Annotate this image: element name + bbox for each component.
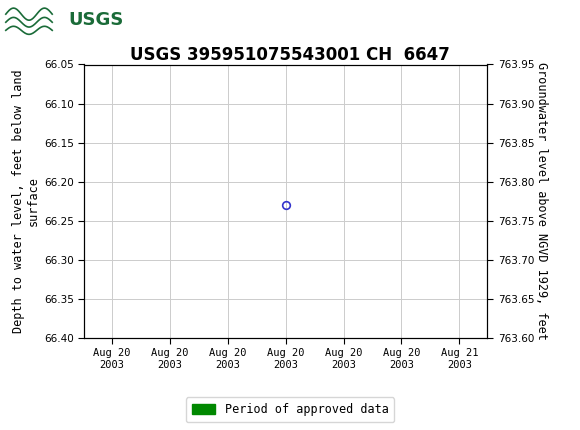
Bar bbox=[3, 3, 107, 37]
Y-axis label: Groundwater level above NGVD 1929, feet: Groundwater level above NGVD 1929, feet bbox=[535, 62, 548, 340]
Text: USGS 395951075543001 CH  6647: USGS 395951075543001 CH 6647 bbox=[130, 46, 450, 64]
Legend: Period of approved data: Period of approved data bbox=[186, 397, 394, 422]
Y-axis label: Depth to water level, feet below land
surface: Depth to water level, feet below land su… bbox=[12, 69, 39, 333]
Text: USGS: USGS bbox=[68, 11, 124, 29]
